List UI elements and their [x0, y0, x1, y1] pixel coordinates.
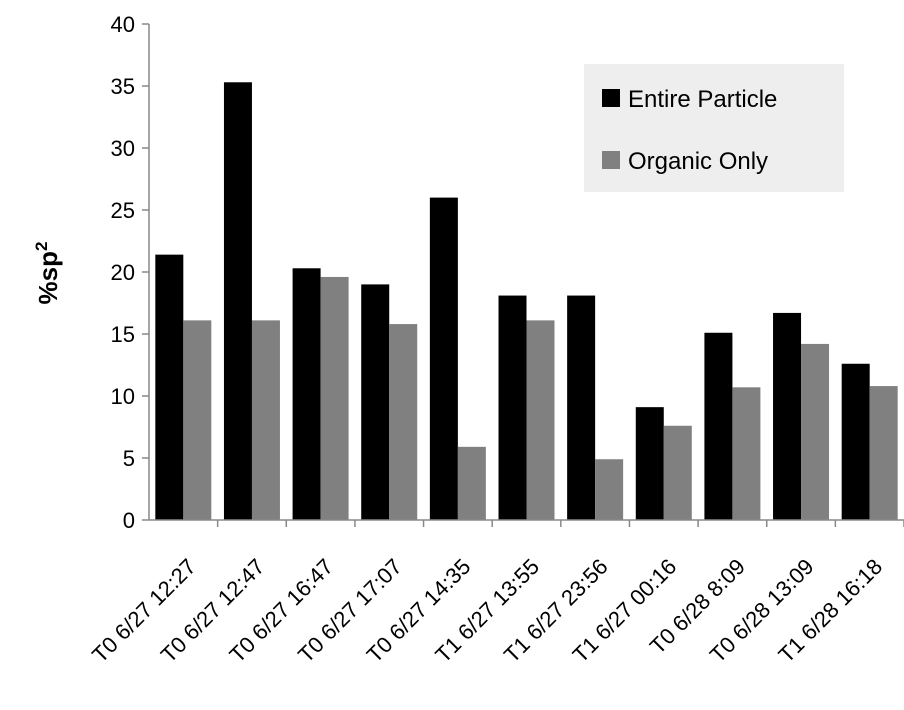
- bar-organic-only: [526, 320, 555, 520]
- y-axis: 0 5 10 15 20 25 30 35 40: [111, 12, 150, 533]
- bar-organic-only: [732, 387, 761, 520]
- legend-label: Organic Only: [628, 148, 768, 175]
- bar-entire-particle: [635, 407, 664, 520]
- bar-entire-particle: [567, 295, 596, 520]
- legend-swatch: [602, 89, 620, 107]
- y-axis-title: %sp2: [32, 242, 63, 305]
- bar-entire-particle: [223, 82, 252, 520]
- y-axis-title-base: %sp: [33, 251, 63, 304]
- y-tick-label: 10: [111, 384, 135, 409]
- y-tick-label: 15: [111, 322, 135, 347]
- bar-entire-particle: [155, 254, 184, 520]
- bar-organic-only: [251, 320, 280, 520]
- legend: Entire Particle Organic Only: [584, 64, 844, 192]
- bar-organic-only: [663, 425, 692, 520]
- bars: [155, 82, 898, 520]
- legend-swatch: [602, 151, 620, 169]
- bar-entire-particle: [361, 284, 390, 520]
- bar-organic-only: [183, 320, 212, 520]
- bar-organic-only: [389, 324, 418, 520]
- bar-entire-particle: [429, 197, 458, 520]
- bar-entire-particle: [292, 268, 321, 520]
- y-axis-title-superscript: 2: [32, 242, 51, 251]
- bar-organic-only: [869, 386, 898, 520]
- y-tick-label: 35: [111, 74, 135, 99]
- y-tick-label: 25: [111, 198, 135, 223]
- bar-entire-particle: [773, 312, 802, 520]
- bar-entire-particle: [498, 295, 527, 520]
- bar-entire-particle: [704, 332, 733, 520]
- y-tick-label: 40: [111, 12, 135, 37]
- bar-organic-only: [457, 446, 486, 520]
- bar-organic-only: [320, 276, 349, 520]
- bar-organic-only: [801, 343, 830, 520]
- bar-organic-only: [595, 459, 624, 520]
- legend-label: Entire Particle: [628, 86, 777, 113]
- y-tick-label: 20: [111, 260, 135, 285]
- legend-background: [584, 64, 844, 192]
- y-tick-label: 5: [123, 446, 135, 471]
- y-tick-label: 30: [111, 136, 135, 161]
- bar-entire-particle: [841, 363, 870, 520]
- y-tick-label: 0: [123, 508, 135, 533]
